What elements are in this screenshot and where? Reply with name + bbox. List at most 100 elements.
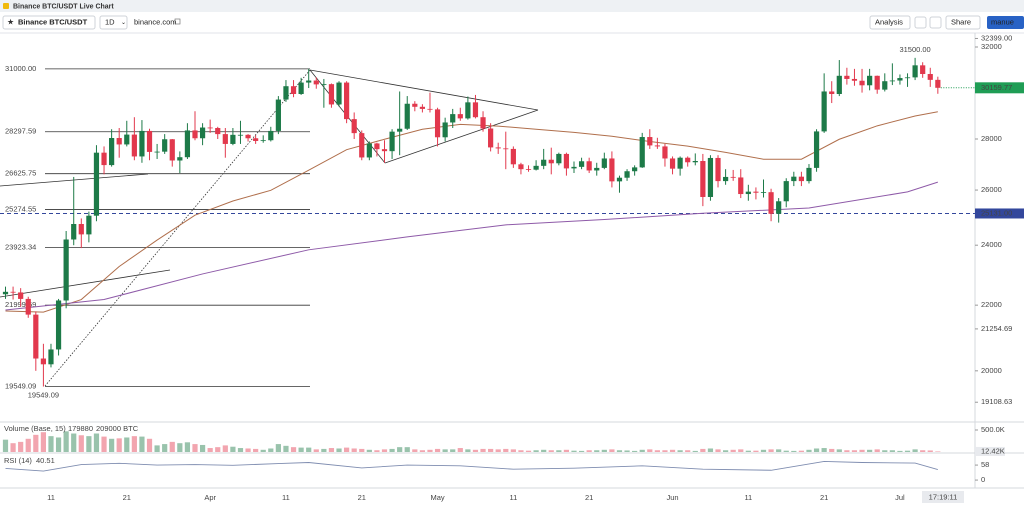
- volume-bar: [336, 448, 342, 452]
- volume-bar: [707, 448, 714, 452]
- candle-body: [290, 86, 297, 94]
- volume-readout: 179880: [68, 424, 93, 433]
- volume-bar: [798, 450, 804, 452]
- triangle-upper: [309, 69, 539, 111]
- support-label: 25131.00: [981, 208, 1012, 217]
- candle-body: [791, 176, 797, 182]
- volume-last-tag: [975, 446, 1005, 456]
- x-tick-label: 21: [585, 493, 593, 502]
- volume-bar: [184, 442, 191, 452]
- volume-bar: [745, 450, 751, 452]
- symbol-box[interactable]: [2, 15, 96, 30]
- candle-body: [434, 109, 441, 138]
- candle-body: [419, 106, 425, 109]
- candle-body: [253, 138, 259, 141]
- volume-bar: [275, 444, 281, 452]
- volume-bar: [488, 448, 494, 452]
- candle-body: [556, 153, 562, 164]
- fib-label: 25274.55: [5, 205, 36, 214]
- candle-body: [306, 80, 312, 83]
- volume-bar: [776, 449, 782, 452]
- candle-body: [450, 114, 456, 123]
- volume-bar: [124, 437, 130, 452]
- candle-body: [63, 239, 69, 301]
- candle-body: [268, 130, 274, 141]
- volume-bar: [139, 436, 145, 452]
- volume-readout: 209000 BTC: [96, 424, 139, 433]
- candle-body: [578, 161, 585, 167]
- candle-body: [882, 81, 888, 90]
- window-title: Binance BTC/USDT Live Chart: [13, 3, 114, 10]
- candle-body: [71, 224, 77, 240]
- candle-body: [86, 215, 92, 235]
- candle-body: [275, 99, 281, 131]
- candle-body: [586, 161, 592, 171]
- volume-bar: [700, 448, 706, 452]
- source-link[interactable]: binance.com: [134, 17, 177, 26]
- candle-body: [427, 108, 433, 110]
- analysis-button[interactable]: [869, 15, 911, 30]
- volume-tick-label: 500.0K: [981, 425, 1005, 434]
- volume-bar: [10, 443, 16, 452]
- rsi-line: [5, 461, 938, 472]
- volume-bar: [419, 450, 425, 452]
- candle-body: [488, 128, 494, 148]
- favicon: [3, 3, 9, 9]
- volume-bar: [738, 449, 744, 452]
- volume-bar: [935, 451, 941, 452]
- volume-bar: [78, 435, 84, 452]
- volume-bar: [578, 450, 585, 452]
- candle-body: [677, 157, 683, 169]
- x-tick-label: 21: [123, 493, 131, 502]
- candle-body: [753, 191, 759, 193]
- candle-body: [78, 224, 84, 235]
- draw-button[interactable]: [929, 16, 942, 29]
- volume-bar: [245, 448, 251, 452]
- candle-body: [525, 169, 532, 170]
- x-tick-label: May: [430, 493, 444, 502]
- volume-bar: [844, 450, 850, 452]
- moving-average: [5, 181, 938, 311]
- volume-bar: [616, 450, 623, 452]
- y-tick-label: 28000: [981, 134, 1002, 143]
- rsi-tick-label: 58: [981, 460, 989, 469]
- candle-body: [199, 127, 206, 139]
- candle-body: [359, 133, 365, 158]
- volume-bar: [912, 449, 918, 452]
- interval-box[interactable]: [99, 15, 128, 30]
- volume-bar: [397, 447, 403, 452]
- candle-body: [381, 149, 388, 152]
- candle-body: [533, 165, 539, 170]
- candle-body: [215, 128, 221, 135]
- candle-body: [594, 167, 600, 171]
- share-button[interactable]: [945, 15, 981, 30]
- tool-button[interactable]: [914, 16, 927, 29]
- y-tick-label: 32000: [981, 42, 1002, 51]
- candle-body: [889, 80, 895, 82]
- candle-body: [836, 75, 842, 94]
- volume-bar: [177, 443, 183, 452]
- candle-body: [124, 134, 130, 145]
- high-label: 31500.00: [899, 45, 930, 54]
- volume-bar: [859, 449, 865, 452]
- candle-body: [639, 137, 645, 168]
- candle-body: [472, 102, 479, 118]
- candle-body: [321, 84, 327, 85]
- candle-body: [146, 130, 153, 152]
- volume-bar: [730, 449, 736, 452]
- last-price-tag: [975, 82, 1024, 94]
- volume-bar: [154, 445, 160, 452]
- volume-bar: [253, 448, 259, 452]
- candle-body: [738, 177, 744, 195]
- volume-bar: [518, 450, 524, 452]
- volume-bar: [495, 449, 501, 452]
- fib-label: 28297.59: [5, 127, 36, 136]
- y-tick-label: 26000: [981, 185, 1002, 194]
- user-button[interactable]: [987, 16, 1024, 29]
- volume-bar: [374, 450, 380, 452]
- candle-body: [616, 177, 623, 182]
- candle-body: [328, 84, 335, 105]
- volume-bar: [503, 448, 509, 452]
- candle-body: [412, 103, 418, 107]
